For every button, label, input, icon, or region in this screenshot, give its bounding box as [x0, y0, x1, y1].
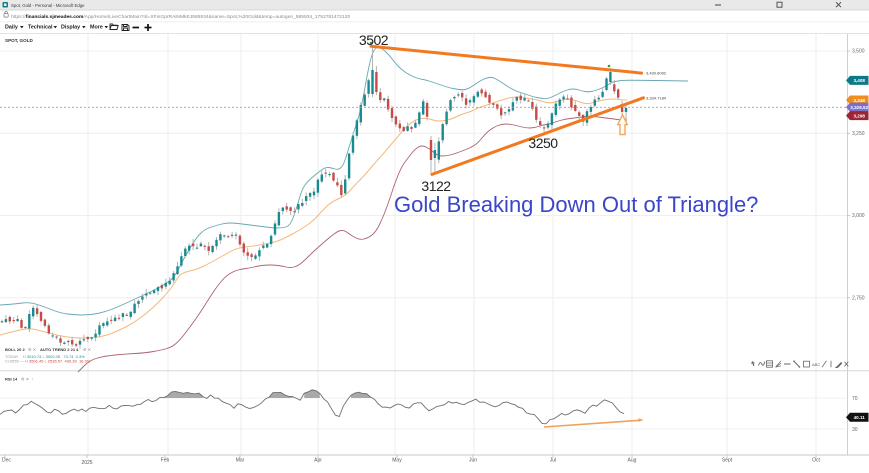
svg-text:Feb: Feb: [161, 458, 170, 464]
svg-text:ABC: ABC: [812, 362, 820, 367]
svg-text:3,348: 3,348: [853, 98, 865, 103]
svg-text:Display: Display: [61, 25, 80, 31]
svg-text:2025: 2025: [81, 460, 92, 466]
svg-text:3,326.52: 3,326.52: [850, 105, 868, 110]
svg-text:https://financials.sjmeades.co: https://financials.sjmeades.com/App/Home…: [11, 14, 350, 20]
svg-text:3250: 3250: [528, 135, 558, 151]
svg-text:Jul: Jul: [550, 458, 556, 464]
svg-text:RSI 14: RSI 14: [5, 377, 18, 382]
svg-text:3,334.7184: 3,334.7184: [646, 96, 667, 101]
svg-text:Gold Breaking Down Out of Tria: Gold Breaking Down Out of Triangle?: [394, 192, 758, 217]
svg-text:Cl.0655 — H 3501.45 L 2536.57: Cl.0655 — H 3501.45 L 2536.57 430.39 16.…: [5, 359, 91, 364]
svg-text:May: May: [392, 458, 402, 464]
svg-text:Spot, Gold - Personal - Micros: Spot, Gold - Personal - Microsoft Edge: [11, 3, 85, 8]
svg-text:More: More: [90, 25, 103, 31]
svg-text:3,000: 3,000: [852, 213, 865, 219]
svg-text:3,430.6092: 3,430.6092: [646, 71, 667, 76]
svg-text:TODAY H 3010.74 L 3002.05: TODAY H 3010.74 L 3002.05 73.74 0.3%: [5, 354, 85, 359]
svg-text:Mar: Mar: [236, 458, 245, 464]
svg-text:Sept: Sept: [722, 458, 733, 464]
svg-text:3,408: 3,408: [853, 78, 865, 83]
svg-text:3,298: 3,298: [853, 113, 865, 118]
svg-text:3122: 3122: [421, 178, 451, 194]
svg-text:Aug: Aug: [628, 458, 637, 464]
svg-text:30: 30: [852, 427, 858, 433]
svg-text:Dec: Dec: [2, 458, 11, 464]
svg-text:AUTO TREND 2 21 4: AUTO TREND 2 21 4: [40, 347, 79, 352]
svg-text:⚙ ✕: ⚙ ✕: [28, 347, 36, 352]
svg-text:2,750: 2,750: [852, 296, 865, 302]
svg-text:Apr: Apr: [314, 458, 322, 464]
svg-text:40.11: 40.11: [854, 415, 866, 420]
svg-text:3,500: 3,500: [852, 49, 865, 55]
svg-text:Oct: Oct: [812, 458, 820, 464]
svg-text:Daily: Daily: [5, 25, 18, 31]
svg-text:Technical: Technical: [28, 25, 53, 31]
svg-text:3502: 3502: [359, 32, 389, 48]
svg-text:BOLL 20 2: BOLL 20 2: [5, 347, 25, 352]
svg-text:⚙ ✕ ↑: ⚙ ✕ ↑: [21, 377, 33, 382]
svg-text:⚙ ✕: ⚙ ✕: [83, 347, 91, 352]
svg-text:SPOT, GOLD: SPOT, GOLD: [5, 38, 34, 43]
svg-text:70: 70: [852, 396, 858, 402]
svg-text:3,250: 3,250: [852, 131, 865, 137]
svg-text:Jun: Jun: [469, 458, 477, 464]
